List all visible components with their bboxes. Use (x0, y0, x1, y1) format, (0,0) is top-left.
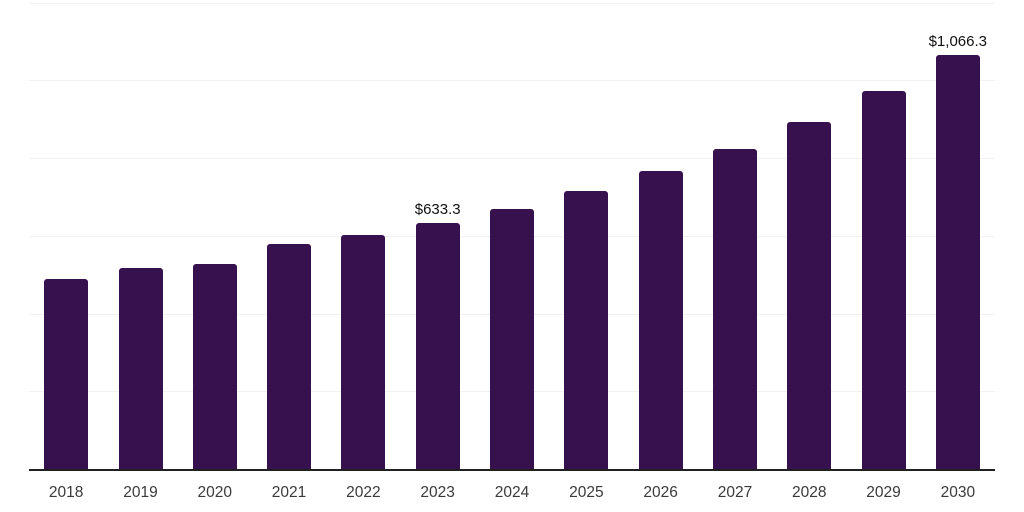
bar-2029 (861, 91, 906, 469)
bar-2026 (638, 171, 683, 469)
x-tick-label: 2029 (866, 484, 901, 501)
bar-2028 (787, 121, 832, 469)
x-axis-line (29, 469, 995, 471)
bar-2019 (118, 268, 163, 469)
x-tick-label: 2019 (123, 484, 158, 501)
bar-2030 (935, 54, 980, 469)
bar-2023 (415, 222, 460, 469)
x-tick-label: 2025 (569, 484, 604, 501)
bar-value-label: $1,066.3 (928, 32, 987, 50)
x-tick-label: 2030 (940, 484, 976, 501)
bar-2022 (341, 235, 386, 469)
x-tick-label: 2018 (48, 484, 84, 501)
gridline (29, 2, 995, 4)
x-tick-label: 2026 (643, 484, 678, 501)
bar-2018 (44, 278, 89, 469)
x-tick-label: 2027 (717, 484, 753, 501)
bar-value-label: $633.3 (414, 200, 461, 218)
x-tick-label: 2023 (420, 484, 455, 501)
bar-2024 (490, 208, 534, 469)
bar-2025 (564, 190, 609, 469)
x-tick-label: 2028 (792, 484, 827, 501)
x-tick-label: 2024 (494, 484, 530, 501)
x-tick-label: 2020 (197, 484, 232, 501)
x-tick-label: 2021 (271, 484, 307, 501)
gridline (29, 158, 995, 159)
bar-2020 (192, 264, 237, 469)
bar-2021 (267, 244, 312, 469)
bar-2027 (712, 148, 757, 469)
x-tick-label: 2022 (346, 484, 381, 501)
gridline (29, 80, 995, 82)
